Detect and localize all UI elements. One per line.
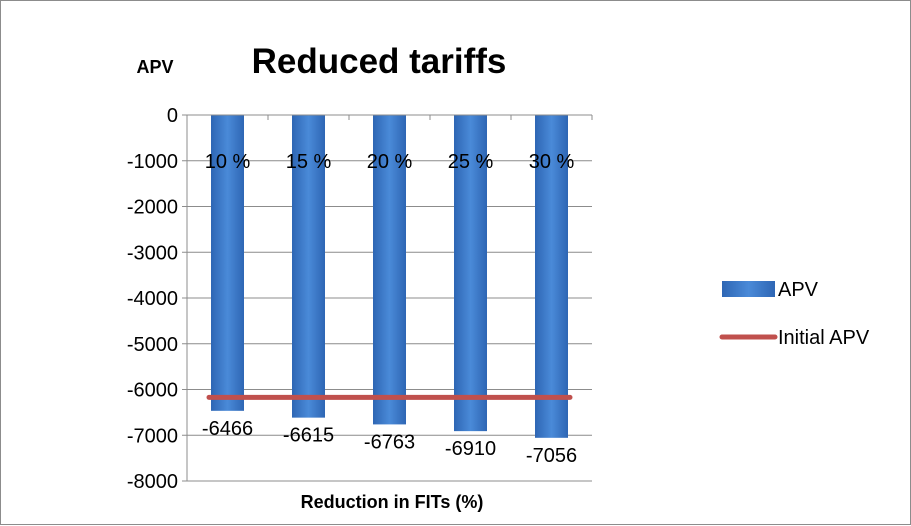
data-label: -6466 bbox=[202, 418, 253, 440]
legend-label-initial-apv: Initial APV bbox=[778, 327, 870, 349]
y-tick-label: -5000 bbox=[127, 334, 178, 356]
y-tick-label: -6000 bbox=[127, 380, 178, 402]
bar bbox=[454, 115, 487, 432]
legend-swatch-apv bbox=[722, 281, 775, 297]
y-tick-label: -1000 bbox=[127, 151, 178, 173]
data-label: -6615 bbox=[283, 425, 334, 447]
legend: APV Initial APV bbox=[719, 279, 870, 349]
bar bbox=[292, 115, 325, 418]
bars-layer bbox=[211, 115, 568, 438]
x-category-label: 25 % bbox=[448, 151, 494, 173]
x-category-label: 15 % bbox=[286, 151, 332, 173]
x-axis-label: Reduction in FITs (%) bbox=[301, 492, 484, 512]
bar bbox=[211, 115, 244, 411]
y-tick-label: -2000 bbox=[127, 197, 178, 219]
data-label: -7056 bbox=[526, 445, 577, 467]
y-tick-label: -7000 bbox=[127, 425, 178, 447]
data-label: -6910 bbox=[445, 438, 496, 460]
chart-title: Reduced tariffs bbox=[252, 42, 507, 81]
x-category-label: 10 % bbox=[205, 151, 251, 173]
bar bbox=[373, 115, 406, 425]
x-category-label: 30 % bbox=[529, 151, 575, 173]
label-layer: 10 % 15 % 20 % 25 % 30 % -6466 -6615 -6763 -6910… bbox=[202, 151, 577, 467]
y-axis-label: APV bbox=[136, 57, 173, 77]
y-tick-label: -8000 bbox=[127, 471, 178, 493]
legend-label-apv: APV bbox=[778, 279, 819, 301]
x-category-label: 20 % bbox=[367, 151, 413, 173]
data-label: -6763 bbox=[364, 431, 415, 453]
axis-layer: 0 -1000 -2000 -3000 -4000 -5000 -6000 -7000 -800… bbox=[127, 105, 593, 493]
y-tick-label: 0 bbox=[167, 105, 178, 127]
bar bbox=[535, 115, 568, 438]
y-tick-label: -3000 bbox=[127, 242, 178, 264]
y-tick-label: -4000 bbox=[127, 288, 178, 310]
